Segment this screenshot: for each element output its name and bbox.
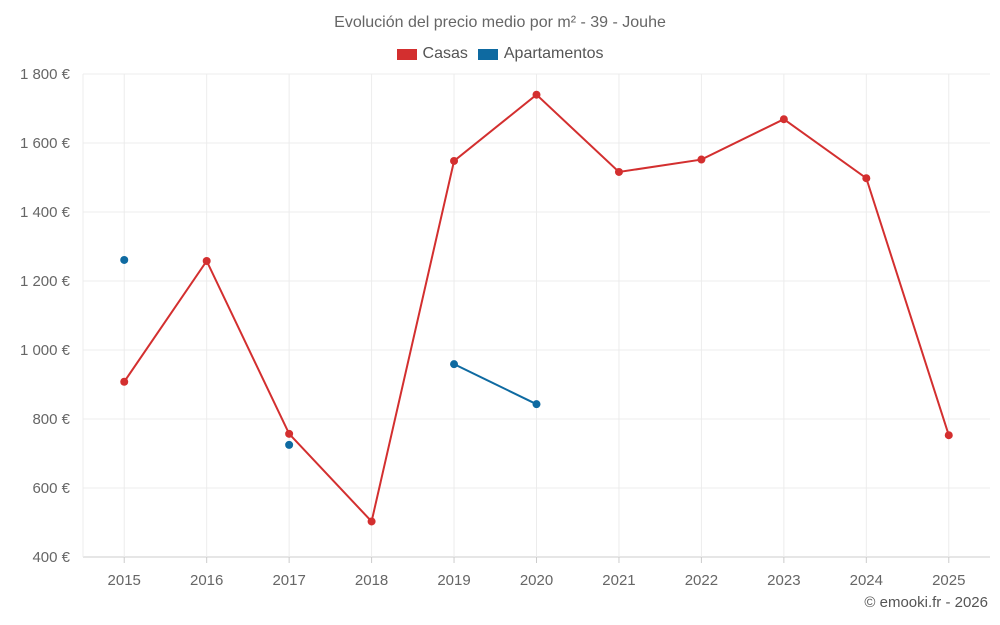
x-tick-label: 2024 xyxy=(850,572,883,589)
data-point-apartamentos xyxy=(450,360,459,369)
legend-item-casas[interactable]: Casas xyxy=(396,45,468,63)
chart-legend: Casas Apartamentos xyxy=(0,45,1000,63)
legend-label-casas: Casas xyxy=(422,45,468,62)
data-point-casas xyxy=(779,115,788,124)
data-point-casas xyxy=(367,517,376,526)
data-point-casas xyxy=(202,256,211,265)
y-tick-label: 1 000 € xyxy=(20,342,71,359)
data-point-apartamentos xyxy=(120,255,129,264)
y-tick-label: 1 600 € xyxy=(20,135,71,152)
y-tick-label: 1 400 € xyxy=(20,204,71,221)
x-tick-label: 2015 xyxy=(108,572,141,589)
y-tick-label: 1 800 € xyxy=(20,66,71,83)
legend-swatch-casas xyxy=(396,48,417,60)
data-point-apartamentos xyxy=(532,400,541,409)
data-point-casas xyxy=(450,156,459,165)
x-tick-label: 2021 xyxy=(602,572,635,589)
legend-item-apartamentos[interactable]: Apartamentos xyxy=(477,45,604,63)
data-point-casas xyxy=(862,174,871,183)
x-tick-label: 2025 xyxy=(932,572,965,589)
x-tick-label: 2020 xyxy=(520,572,553,589)
y-tick-label: 600 € xyxy=(32,480,70,497)
data-point-apartamentos xyxy=(285,440,294,449)
data-point-casas xyxy=(944,431,953,440)
x-tick-label: 2018 xyxy=(355,572,388,589)
legend-swatch-apartamentos xyxy=(477,48,498,60)
credit-text: © emooki.fr - 2026 xyxy=(864,594,988,611)
y-tick-label: 400 € xyxy=(32,549,70,566)
x-tick-label: 2023 xyxy=(767,572,800,589)
x-tick-label: 2017 xyxy=(272,572,305,589)
x-tick-label: 2019 xyxy=(437,572,470,589)
y-tick-label: 800 € xyxy=(32,411,70,428)
chart-title: Evolución del precio medio por m² - 39 -… xyxy=(334,14,666,31)
legend-label-apartamentos: Apartamentos xyxy=(503,45,604,62)
data-point-casas xyxy=(120,377,129,386)
y-tick-label: 1 200 € xyxy=(20,273,71,290)
data-point-casas xyxy=(614,167,623,176)
data-point-casas xyxy=(285,429,294,438)
data-point-casas xyxy=(697,155,706,164)
series-line-apartamentos xyxy=(453,363,537,406)
data-point-casas xyxy=(532,90,541,99)
x-tick-label: 2016 xyxy=(190,572,223,589)
x-tick-label: 2022 xyxy=(685,572,718,589)
